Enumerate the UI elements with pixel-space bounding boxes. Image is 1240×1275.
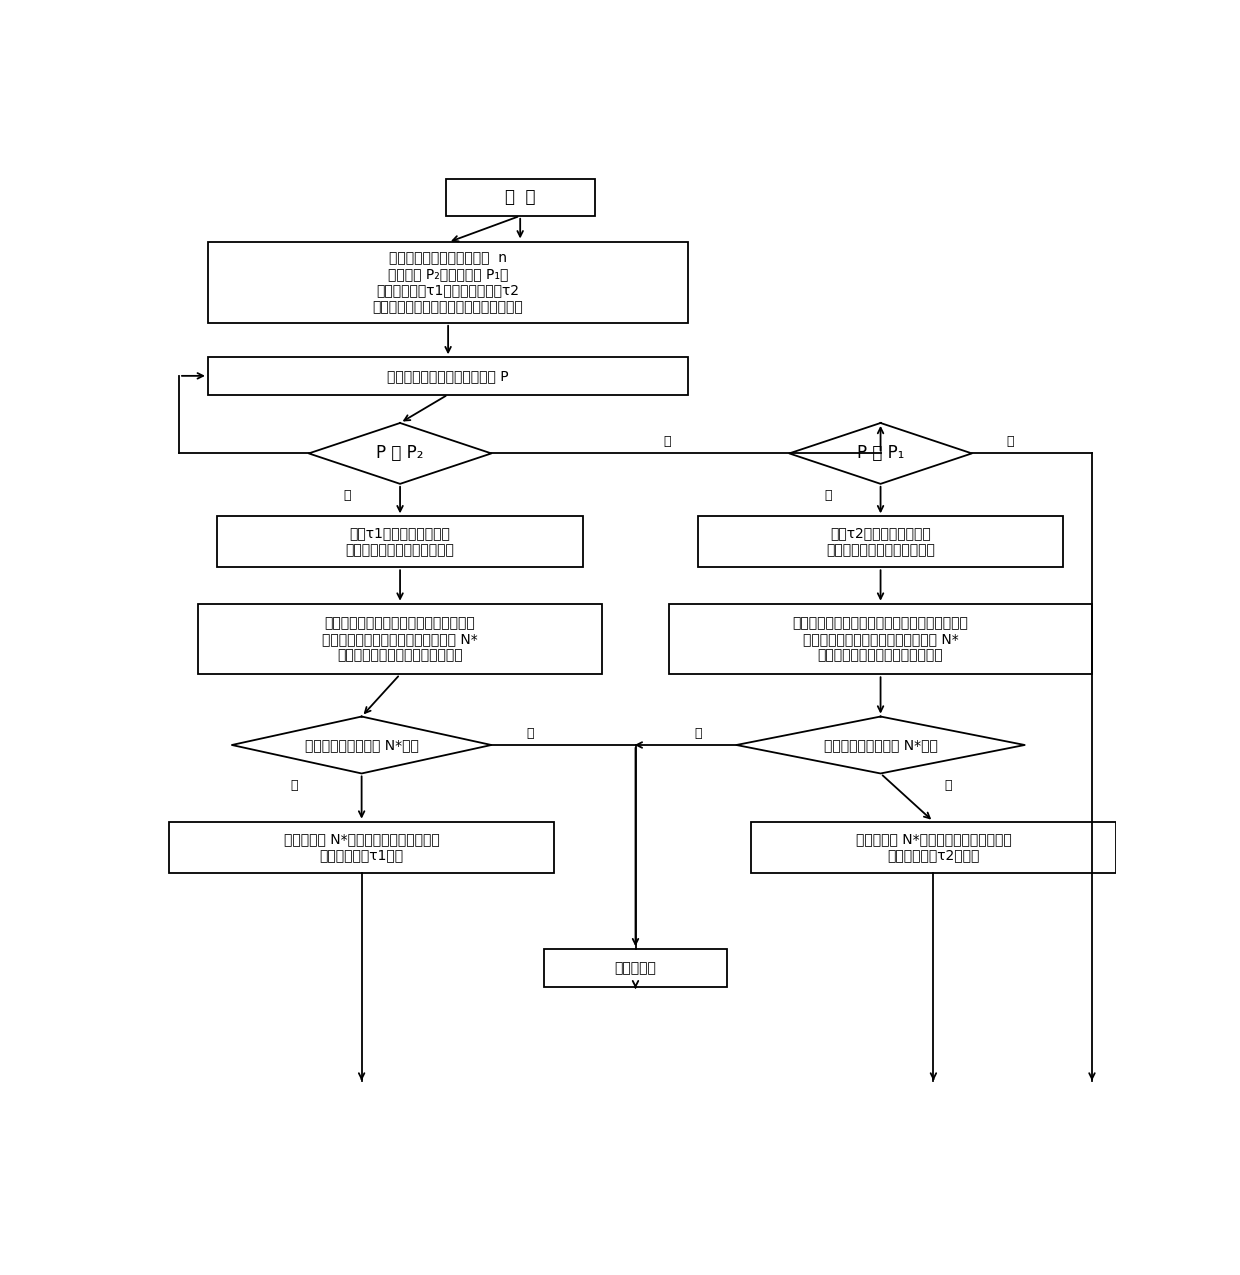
Text: 否: 否 (944, 779, 951, 792)
Text: 控制器检测到压缩机 N*停机: 控制器检测到压缩机 N*停机 (823, 738, 937, 752)
Text: 否: 否 (663, 435, 671, 448)
Text: 控制器接受采集来的吸气压力 P: 控制器接受采集来的吸气压力 P (387, 368, 508, 382)
Bar (170, 821, 554, 872)
Text: P ＞ P₂: P ＞ P₂ (376, 445, 424, 463)
Text: 是: 是 (694, 727, 702, 739)
Text: 否: 否 (526, 727, 533, 739)
Text: 是: 是 (290, 779, 298, 792)
Bar (698, 516, 1063, 567)
Text: 控制器检测到压缩机 N*启机: 控制器检测到压缩机 N*启机 (305, 738, 419, 752)
Polygon shape (232, 717, 491, 774)
Text: P ＜ P₁: P ＜ P₁ (857, 445, 904, 463)
Text: 是: 是 (343, 490, 351, 502)
Text: 比较待机压缩机运行时间存儲器内数大小
确定其中总计运行时间最短的压缩机 N*
控制器导通该压缩机对应的输出点: 比较待机压缩机运行时间存儲器内数大小 确定其中总计运行时间最短的压缩机 N* 控… (322, 616, 477, 662)
Polygon shape (737, 717, 1024, 774)
Bar (751, 821, 1116, 872)
Bar (208, 242, 688, 323)
Text: 初始化并联机组压缩机个数  n
增机压力 P₂、减机压力 P₁、
增机延时时间τ1、减机延时时间τ2
各个压缩机累计运行时间存儲器内容清零: 初始化并联机组压缩机个数 n 增机压力 P₂、减机压力 P₁、 增机延时时间τ1… (373, 251, 523, 314)
Text: 否: 否 (1007, 435, 1014, 448)
Polygon shape (309, 423, 491, 483)
Text: 对应压缩机 N*的时间计时中断累计计时
屏蔽减机脉冲τ2时间后: 对应压缩机 N*的时间计时中断累计计时 屏蔽减机脉冲τ2时间后 (856, 833, 1012, 862)
Bar (544, 949, 727, 987)
Bar (217, 516, 583, 567)
Text: 是: 是 (823, 490, 832, 502)
Text: 延时τ1秒后产生增机脉冲
控制器检测所有待机的压缩机: 延时τ1秒后产生增机脉冲 控制器检测所有待机的压缩机 (346, 527, 455, 557)
Bar (445, 179, 595, 215)
Bar (208, 357, 688, 394)
Bar (198, 603, 601, 674)
Text: 比较运行中压缩机累计运行时间存儲器内数大小
确定其中总计运行时间最长的压缩机 N*
控制器断开该压缩机对应的输出点: 比较运行中压缩机累计运行时间存儲器内数大小 确定其中总计运行时间最长的压缩机 N… (792, 616, 968, 662)
Text: 控制器报警: 控制器报警 (615, 961, 656, 975)
Text: 延时τ2秒后产生减机脉冲
控制器检测在运行中的压缩机: 延时τ2秒后产生减机脉冲 控制器检测在运行中的压缩机 (826, 527, 935, 557)
Polygon shape (789, 423, 972, 483)
Text: 对应压缩机 N*的时间计时开始累计计时
屏蔽增机脉冲τ1时间: 对应压缩机 N*的时间计时开始累计计时 屏蔽增机脉冲τ1时间 (284, 833, 439, 862)
Text: 开  始: 开 始 (505, 189, 536, 207)
Bar (670, 603, 1092, 674)
